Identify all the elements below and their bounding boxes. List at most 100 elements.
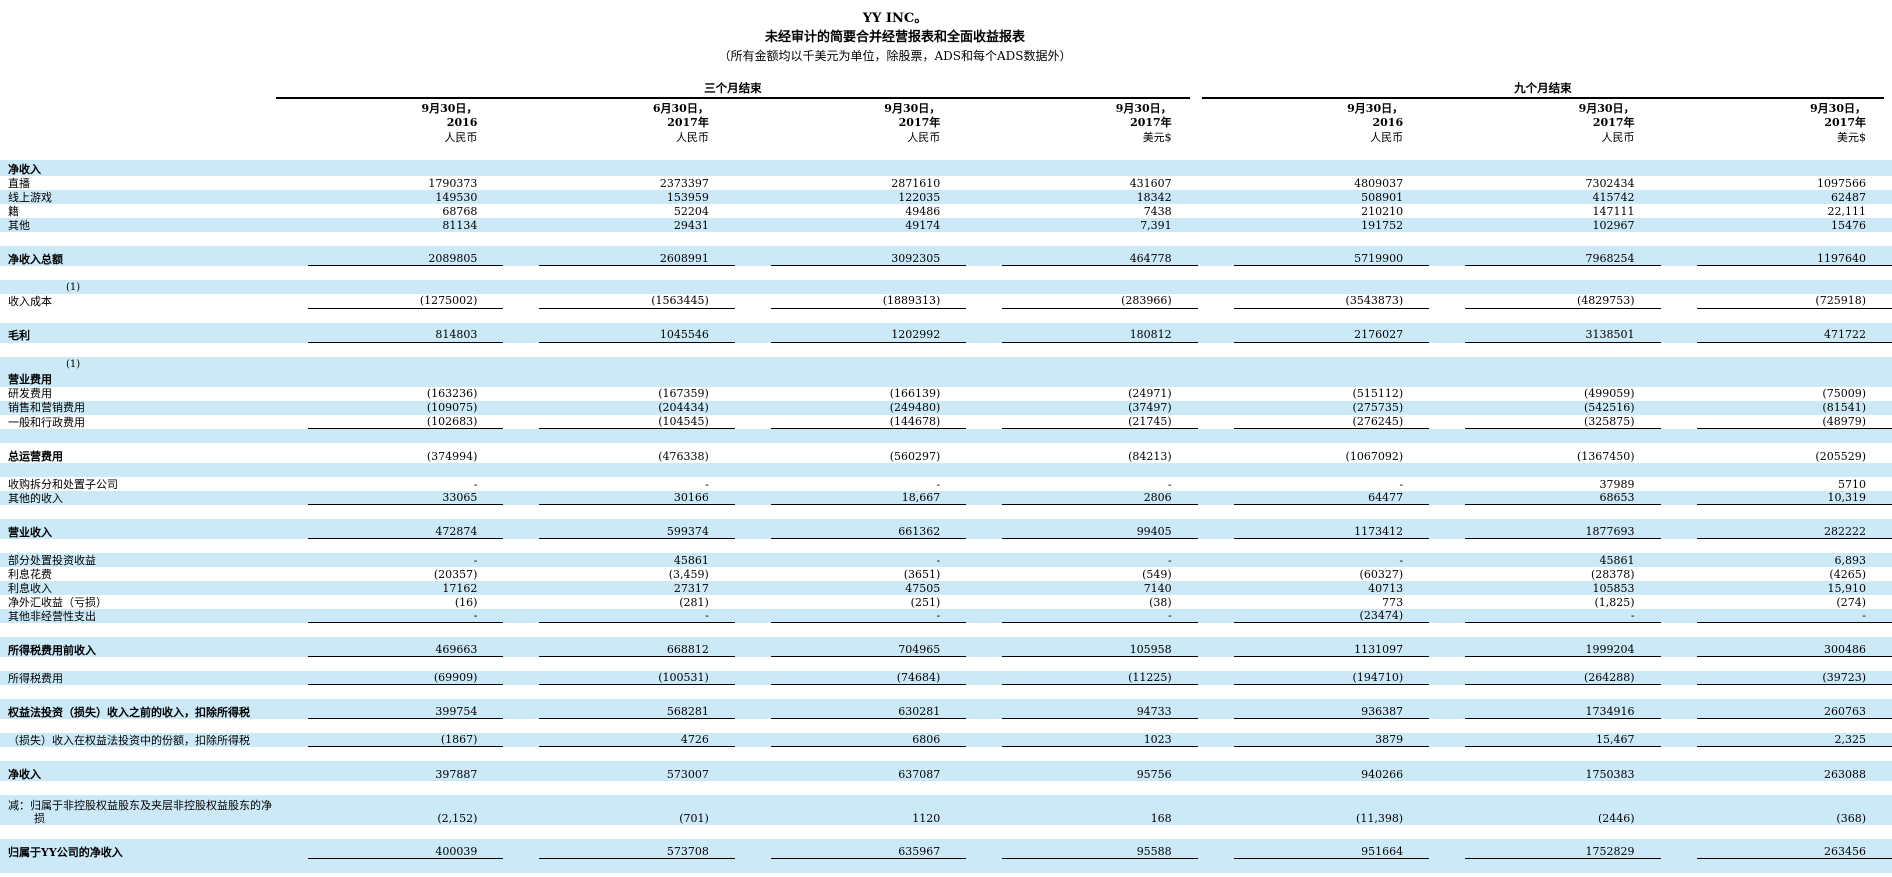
- amount-cell: 122035: [898, 191, 941, 205]
- amount-cell: [1429, 371, 1660, 387]
- amount-cell: 1131097: [1198, 637, 1430, 658]
- amount-cell: [735, 232, 966, 246]
- amount-cell: [503, 781, 734, 795]
- spacer-row: [0, 623, 1892, 638]
- amount-cell: 1790373: [428, 177, 478, 191]
- column-header-row: 9月30日， 2016 人民币 6月30日， 2017年 人民币 9月30日， 2017年 人民…: [0, 99, 1892, 160]
- amount-cell: (60327): [1359, 567, 1404, 581]
- amount-cell: [1661, 781, 1892, 795]
- amount-cell: 573007: [666, 768, 709, 782]
- amount-cell: -: [705, 477, 709, 491]
- amount-cell: 1197640: [1661, 246, 1892, 267]
- table-row: 收购拆分和处置子公司 - - - - - 37989 5710: [0, 476, 1892, 491]
- amount-cell: 472874: [272, 519, 504, 539]
- amount-cell: 27317: [673, 581, 709, 595]
- amount-cell: 573708: [503, 839, 735, 860]
- amount-cell: (109075): [426, 401, 478, 415]
- amount-cell: (1067092): [1345, 449, 1404, 463]
- amount-cell: [272, 463, 503, 477]
- amount-cell: [1198, 357, 1429, 371]
- amount-cell: [503, 463, 734, 477]
- amount-cell: [1198, 309, 1429, 323]
- table-row: 收入成本 (1275002) (1563445) (1889313) (283966)(…: [0, 294, 1892, 309]
- row-label: 线上游戏: [8, 191, 52, 205]
- row-label: [0, 781, 272, 795]
- amount-cell: 3879: [1198, 733, 1430, 748]
- amount-cell: [503, 657, 734, 671]
- row-label: 净收入: [8, 163, 41, 177]
- row-label: （损失）收入在权益法投资中的份额，扣除所得税: [8, 734, 250, 748]
- amount-cell: (84213): [1128, 449, 1172, 463]
- amount-cell: 7,391: [1140, 219, 1172, 233]
- amount-cell: (515112): [1352, 387, 1404, 401]
- amount-cell: [735, 280, 966, 294]
- amount-cell: 471722: [1661, 323, 1892, 343]
- financial-table: 三个月结束 九个月结束 9月30日， 2016 人民币 6月30日， 2017年 人民币 9…: [0, 77, 1892, 874]
- row-label: [0, 309, 272, 323]
- amount-cell: 64477: [1198, 491, 1430, 505]
- amount-cell: 99405: [966, 519, 1198, 539]
- amount-cell: [503, 280, 734, 294]
- amount-cell: 2871610: [891, 177, 941, 191]
- amount-cell: 168: [1150, 812, 1172, 826]
- amount-cell: 3092305: [735, 246, 967, 267]
- amount-cell: 7302434: [1585, 177, 1635, 191]
- table-row: 线上游戏 149530 153959 122035 18342 508901 415742 6…: [0, 190, 1892, 205]
- amount-cell: 464778: [966, 246, 1198, 267]
- row-label: [0, 505, 272, 519]
- amount-cell: (275735): [1352, 401, 1404, 415]
- amount-cell: [1198, 859, 1429, 873]
- amount-cell: [966, 781, 1197, 795]
- amount-cell: -: [503, 609, 735, 624]
- column-header-1: 9月30日， 2016 人民币: [272, 99, 503, 160]
- column-header-4: 9月30日， 2017年 美元$: [966, 99, 1197, 160]
- amount-cell: -: [1167, 553, 1172, 567]
- amount-cell: (542516): [1583, 401, 1635, 415]
- amount-cell: 814803: [272, 323, 504, 343]
- date-label: 2017年: [1130, 115, 1172, 129]
- amount-cell: 40713: [1368, 581, 1404, 595]
- amount-cell: [272, 371, 503, 387]
- amount-cell: [1429, 266, 1660, 280]
- amount-cell: [966, 280, 1197, 294]
- amount-cell: [966, 747, 1197, 761]
- amount-cell: [272, 266, 503, 280]
- amount-cell: (24971): [1128, 387, 1172, 401]
- amount-cell: [1661, 280, 1892, 294]
- amount-cell: 6,893: [1834, 553, 1867, 567]
- amount-cell: [503, 685, 734, 699]
- currency-label: 人民币: [1370, 130, 1404, 144]
- amount-cell: [735, 539, 966, 553]
- amount-cell: [1429, 505, 1660, 519]
- amount-cell: 94733: [966, 699, 1198, 720]
- amount-cell: 704965: [735, 637, 967, 658]
- table-row: 营业费用: [0, 370, 1892, 387]
- amount-cell: [966, 505, 1197, 519]
- table-row: 部分处置投资收益 - 45861 - - - 45861 6,893: [0, 552, 1892, 567]
- spacer-row: [0, 462, 1892, 477]
- amount-cell: [735, 343, 966, 357]
- row-label: 权益法投资（损失）收入之前的收入，扣除所得税: [8, 706, 250, 720]
- amount-cell: [503, 505, 734, 519]
- amount-cell: 95588: [966, 839, 1198, 860]
- amount-cell: [1198, 825, 1429, 839]
- amount-cell: 210210: [1361, 205, 1404, 219]
- amount-cell: [503, 747, 734, 761]
- amount-cell: -: [1429, 609, 1661, 624]
- amount-cell: 105958: [966, 637, 1198, 658]
- amount-cell: 15,910: [1827, 581, 1867, 595]
- amount-cell: 45861: [1599, 553, 1635, 567]
- amount-cell: 2608991: [503, 246, 735, 267]
- amount-cell: [1661, 719, 1892, 733]
- amount-cell: (725918): [1661, 294, 1892, 309]
- amount-cell: [966, 357, 1197, 371]
- amount-cell: 2176027: [1198, 323, 1430, 343]
- amount-cell: [1661, 859, 1892, 873]
- row-label: 销售和营销费用: [8, 401, 85, 415]
- row-label: [0, 825, 272, 839]
- amount-cell: [735, 266, 966, 280]
- amount-cell: (4829753): [1429, 294, 1661, 309]
- spacer-row: [0, 859, 1892, 874]
- amount-cell: (204434): [658, 401, 709, 415]
- report-title: YY INC。 未经审计的简要合并经营报表和全面收益报表 （所有金额均以千美元为…: [0, 0, 1790, 65]
